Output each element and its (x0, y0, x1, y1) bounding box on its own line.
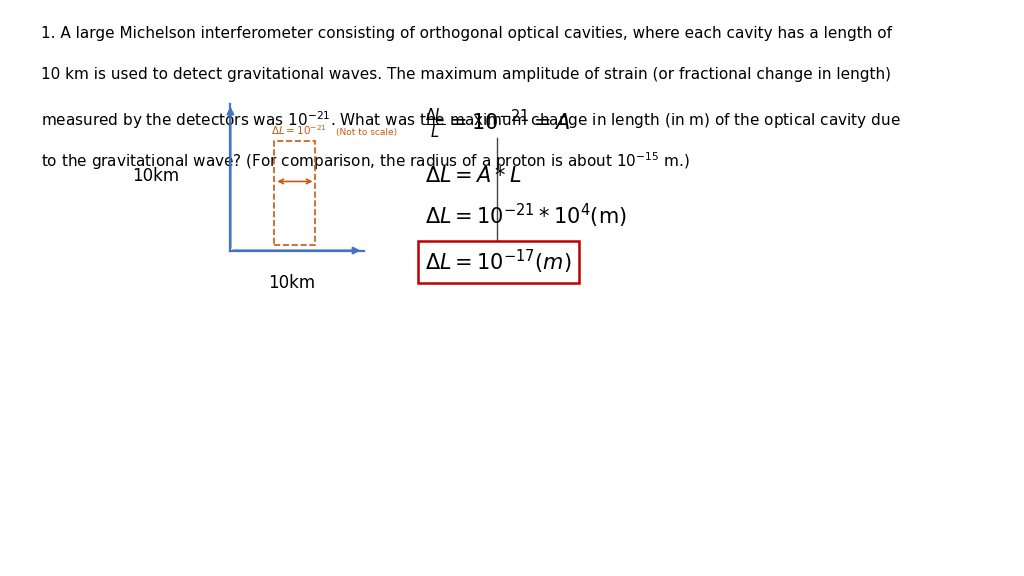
Text: $\Delta L = 10^{-17}(m)$: $\Delta L = 10^{-17}(m)$ (425, 248, 571, 276)
Text: measured by the detectors was $10^{-21}$. What was the maximum change in length : measured by the detectors was $10^{-21}$… (41, 109, 901, 131)
Text: to the gravitational wave? (For comparison, the radius of a proton is about $10^: to the gravitational wave? (For comparis… (41, 150, 690, 172)
Text: 10km: 10km (132, 166, 179, 185)
Text: $\Delta L = 10^{-21}$: $\Delta L = 10^{-21}$ (271, 123, 327, 137)
Text: 10 km is used to detect gravitational waves. The maximum amplitude of strain (or: 10 km is used to detect gravitational wa… (41, 67, 891, 82)
Text: $\Delta L = 10^{-21} * 10^{4}$(m): $\Delta L = 10^{-21} * 10^{4}$(m) (425, 202, 627, 230)
Text: $\Delta L = A * L$: $\Delta L = A * L$ (425, 166, 521, 185)
Text: $\frac{\Delta L}{L} = 10^{-21}= A$: $\frac{\Delta L}{L} = 10^{-21}= A$ (425, 107, 570, 141)
Text: (Not to scale): (Not to scale) (336, 128, 397, 137)
Bar (274, 141, 315, 245)
Text: 10km: 10km (268, 274, 315, 291)
Text: 1. A large Michelson interferometer consisting of orthogonal optical cavities, w: 1. A large Michelson interferometer cons… (41, 26, 892, 41)
